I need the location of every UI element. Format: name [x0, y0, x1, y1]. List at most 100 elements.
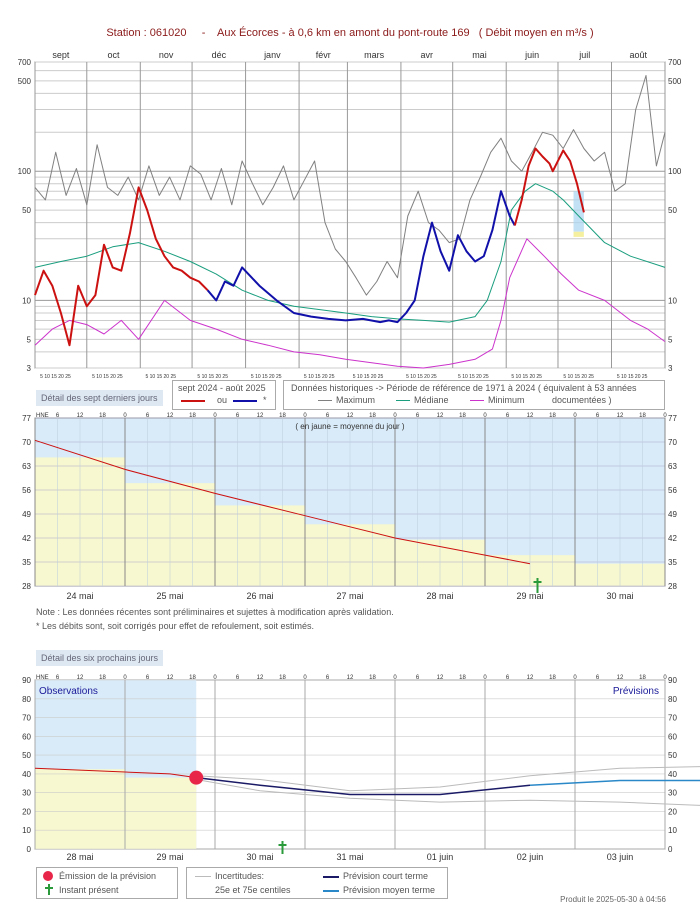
- forecast-hour-label: 12: [347, 675, 354, 681]
- annual-ytick-left: 100: [18, 167, 32, 176]
- forecast-hour-label: 6: [326, 675, 330, 681]
- recent-hour-label: 12: [527, 413, 534, 419]
- recent-hour-label: 6: [506, 413, 510, 419]
- recent-ytick-left: 35: [22, 558, 31, 567]
- annual-ytick-right: 50: [668, 206, 677, 215]
- legend-period-label: sept 2024 - août 2025: [178, 383, 266, 393]
- forecast-observations-label: Observations: [39, 686, 98, 697]
- legend-median-line: [396, 400, 410, 401]
- forecast-ytick-right: 90: [668, 676, 677, 685]
- recent-hour-label: 0: [123, 413, 127, 419]
- detail-six-days-label: Détail des six prochains jours: [36, 650, 164, 666]
- recent-annotation: ( en jaune = moyenne du jour ): [295, 422, 405, 431]
- recent-day-label: 27 mai: [336, 591, 363, 601]
- forecast-previsions-label: Prévisions: [613, 686, 659, 697]
- recent-ytick-left: 28: [22, 582, 31, 591]
- annual-ytick-right: 700: [668, 58, 682, 67]
- forecast-hour-label: 6: [596, 675, 600, 681]
- annual-day-ticks: 5 10 15 20 25: [92, 374, 123, 380]
- legend-docs-label: documentées ): [552, 395, 612, 405]
- forecast-ytick-left: 50: [22, 751, 31, 760]
- forecast-hour-label: 18: [639, 675, 646, 681]
- forecast-ytick-right: 60: [668, 732, 677, 741]
- legend-now-label: Instant présent: [59, 885, 119, 895]
- annual-day-ticks: 5 10 15 20 25: [251, 374, 282, 380]
- forecast-hour-label: 6: [416, 675, 420, 681]
- produced-timestamp: Produit le 2025-05-30 à 04:56: [560, 895, 666, 904]
- forecast-day-label: 30 mai: [246, 852, 273, 862]
- annual-ytick-left: 700: [18, 58, 32, 67]
- forecast-hour-label: 18: [99, 675, 106, 681]
- annual-month-label: juil: [578, 50, 590, 60]
- recent-chart: 77 77 70 70 63 63 56 56 49 49 42 42 35 35 28 28 HNE 6 12 18…: [22, 413, 677, 601]
- legend-short-label: Prévision court terme: [343, 871, 429, 881]
- legend-blue-line: [233, 400, 257, 402]
- annual-ytick-left: 10: [22, 296, 31, 305]
- forecast-ytick-left: 40: [22, 770, 31, 779]
- forecast-ytick-left: 20: [22, 807, 31, 816]
- forecast-hour-label: 12: [527, 675, 534, 681]
- forecast-hour-label: 18: [369, 675, 376, 681]
- forecast-hour-label: 0: [303, 675, 307, 681]
- forecast-hour-label: 6: [146, 675, 150, 681]
- forecast-ytick-right: 10: [668, 826, 677, 835]
- forecast-hour-label: 12: [617, 675, 624, 681]
- recent-hne-label: HNE: [36, 413, 49, 419]
- legend-medium-label: Prévision moyen terme: [343, 885, 436, 895]
- recent-day-label: 29 mai: [516, 591, 543, 601]
- forecast-day-label: 03 juin: [607, 852, 634, 862]
- annual-month-label: juin: [524, 50, 539, 60]
- forecast-ytick-right: 30: [668, 789, 677, 798]
- annual-series-line: [206, 190, 516, 324]
- forecast-hour-label: 0: [213, 675, 217, 681]
- forecast-ytick-left: 0: [27, 845, 32, 854]
- annual-day-ticks: 5 10 15 20 25: [406, 374, 437, 380]
- forecast-hour-label: 18: [189, 675, 196, 681]
- forecast-hour-label: 18: [549, 675, 556, 681]
- annual-day-ticks: 5 10 15 20 25: [145, 374, 176, 380]
- legend-ou-label: ou: [217, 395, 228, 405]
- annual-day-ticks: 5 10 15 20 25: [40, 374, 71, 380]
- recent-hour-label: 6: [326, 413, 330, 419]
- recent-day-label: 25 mai: [156, 591, 183, 601]
- detail-seven-days-label: Détail des sept derniers jours: [36, 390, 163, 406]
- annual-day-ticks: 5 10 15 20 25: [458, 374, 489, 380]
- annual-ytick-right: 10: [668, 296, 677, 305]
- recent-hour-label: 18: [369, 413, 376, 419]
- forecast-hour-label: 6: [56, 675, 60, 681]
- legend-historical: Données historiques -> Période de référe…: [283, 380, 665, 410]
- annual-ytick-left: 3: [27, 364, 32, 373]
- forecast-hour-label: 0: [663, 675, 667, 681]
- recent-day-label: 28 mai: [426, 591, 453, 601]
- annual-month-label: sept: [52, 50, 70, 60]
- recent-hour-label: 0: [393, 413, 397, 419]
- forecast-upper-band: [196, 766, 700, 792]
- annual-chart: sept 5 10 15 20 25 oct 5 10 15 20 25 nov 5 10…: [18, 50, 682, 380]
- annual-day-ticks: 5 10 15 20 25: [511, 374, 542, 380]
- annual-month-label: janv: [263, 50, 281, 60]
- annual-month-label: mai: [472, 50, 487, 60]
- recent-ytick-right: 49: [668, 510, 677, 519]
- annual-day-ticks: 5 10 15 20 25: [563, 374, 594, 380]
- recent-hour-label: 18: [459, 413, 466, 419]
- annual-series-line: [34, 186, 209, 347]
- legend-max-line: [318, 400, 332, 401]
- forecast-hour-label: 12: [167, 675, 174, 681]
- legend-medium-line: [323, 890, 339, 892]
- recent-hour-label: 6: [416, 413, 420, 419]
- forecast-day-label: 31 mai: [336, 852, 363, 862]
- forecast-hour-label: 12: [437, 675, 444, 681]
- annual-month-label: avr: [421, 50, 434, 60]
- recent-ytick-right: 42: [668, 534, 677, 543]
- recent-ytick-right: 28: [668, 582, 677, 591]
- legend-hist-title: Données historiques -> Période de référe…: [291, 383, 637, 393]
- recent-ytick-right: 56: [668, 486, 677, 495]
- forecast-ytick-right: 20: [668, 807, 677, 816]
- legend-min-label: Minimum: [488, 395, 525, 405]
- forecast-day-label: 29 mai: [156, 852, 183, 862]
- recent-hour-label: 6: [236, 413, 240, 419]
- recent-day-label: 30 mai: [606, 591, 633, 601]
- forecast-ytick-right: 50: [668, 751, 677, 760]
- forecast-short-term-line: [196, 776, 531, 796]
- legend-star-label: *: [263, 395, 267, 405]
